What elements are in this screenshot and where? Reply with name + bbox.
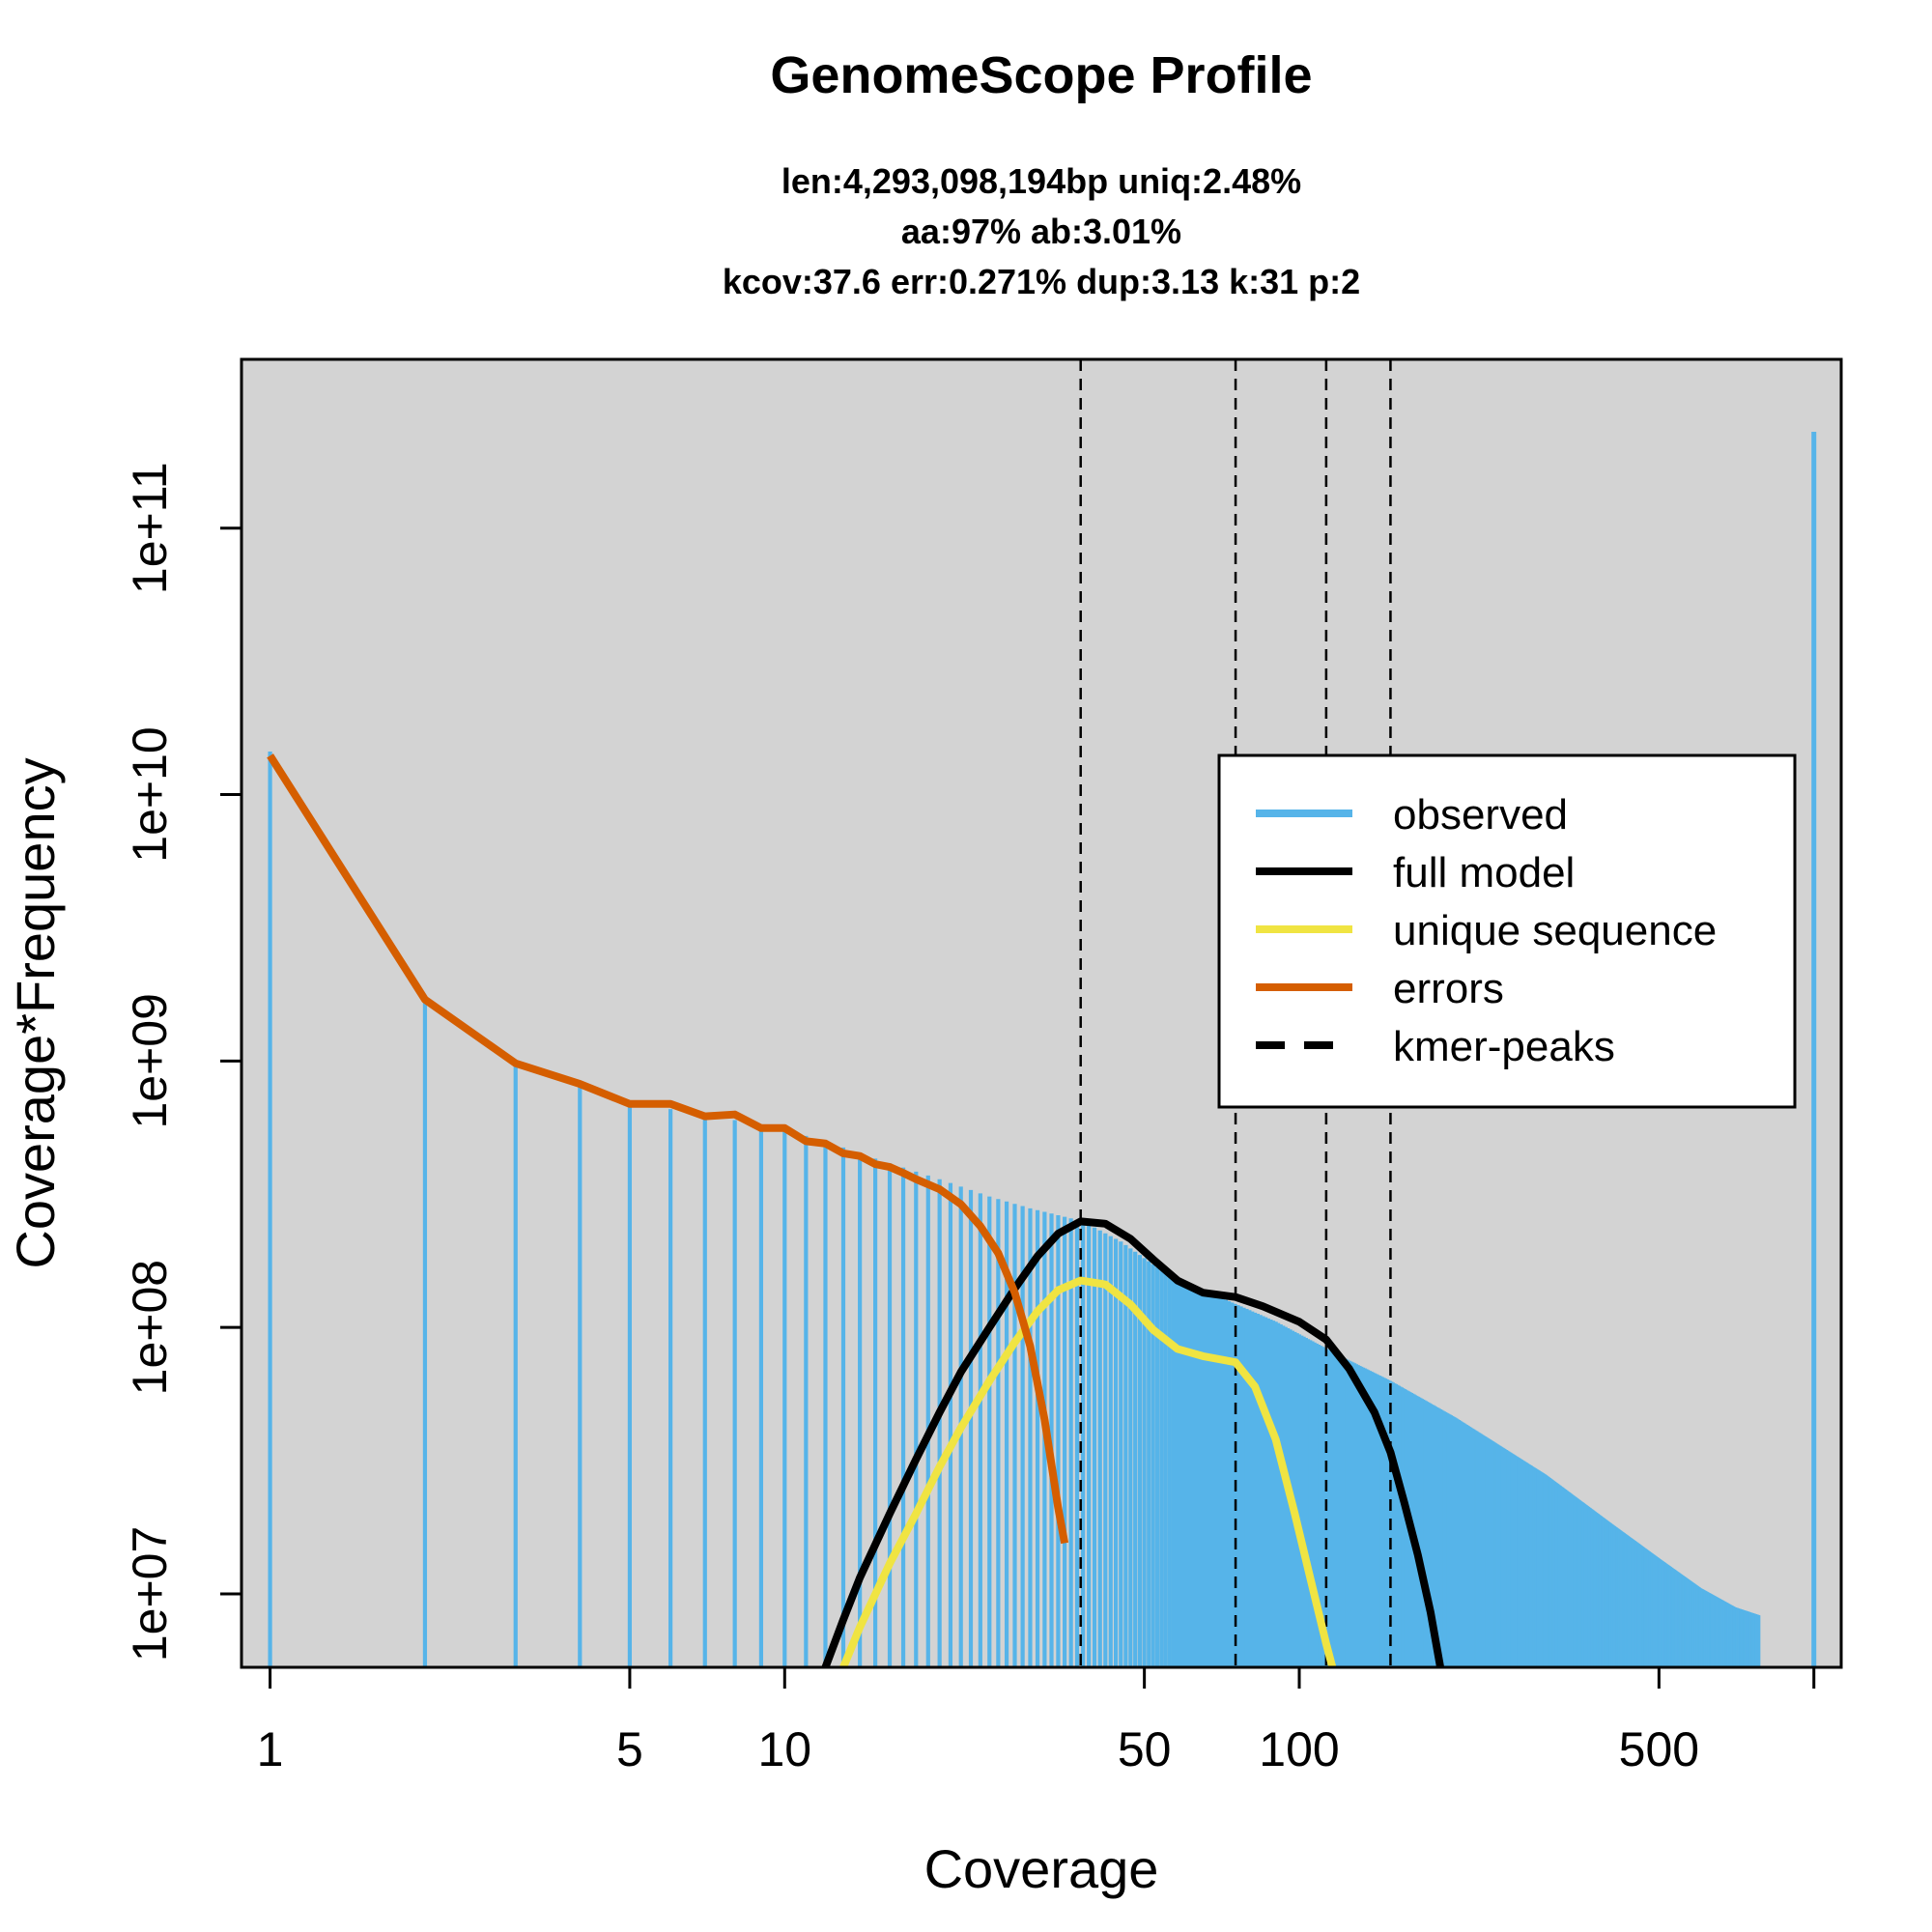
x-tick-label: 10	[757, 1722, 811, 1776]
y-tick-label: 1e+11	[123, 462, 177, 594]
legend-label: unique sequence	[1393, 907, 1717, 954]
x-tick-label: 5	[616, 1722, 643, 1776]
errors-line	[267, 753, 1069, 1545]
legend-label: full model	[1393, 849, 1575, 896]
legend-label: observed	[1393, 791, 1568, 838]
chart-subtitle-line-3: kcov:37.6 err:0.271% dup:3.13 k:31 p:2	[723, 262, 1360, 301]
y-tick-label: 1e+09	[123, 993, 177, 1128]
y-tick-label: 1e+07	[123, 1526, 177, 1662]
legend-label: kmer-peaks	[1393, 1023, 1615, 1070]
x-tick-label: 100	[1259, 1722, 1339, 1776]
x-tick-label: 50	[1118, 1722, 1172, 1776]
y-axis-title: Coverage*Frequency	[5, 757, 66, 1268]
plot-layer	[267, 359, 1817, 1667]
legend-label: errors	[1393, 965, 1504, 1012]
chart-subtitle-line-2: aa:97% ab:3.01%	[901, 212, 1181, 251]
x-tick-label: 1	[257, 1722, 284, 1776]
x-tick-label: 500	[1619, 1722, 1699, 1776]
y-tick-label: 1e+10	[123, 726, 177, 862]
chart-title: GenomeScope Profile	[770, 46, 1312, 104]
chart-subtitle-line-1: len:4,293,098,194bp uniq:2.48%	[781, 161, 1301, 201]
x-axis-title: Coverage	[924, 1838, 1159, 1899]
full-model-line	[821, 1217, 1444, 1667]
y-tick-label: 1e+08	[123, 1260, 177, 1395]
axis-layer: 1 5 10 50 100 500 1e+07 1e+08 1e+09 1e+10 1e+11	[123, 462, 1816, 1776]
unique-sequence-line	[839, 1276, 1337, 1667]
legend: observed full model unique sequence errors k…	[1217, 753, 1797, 1109]
